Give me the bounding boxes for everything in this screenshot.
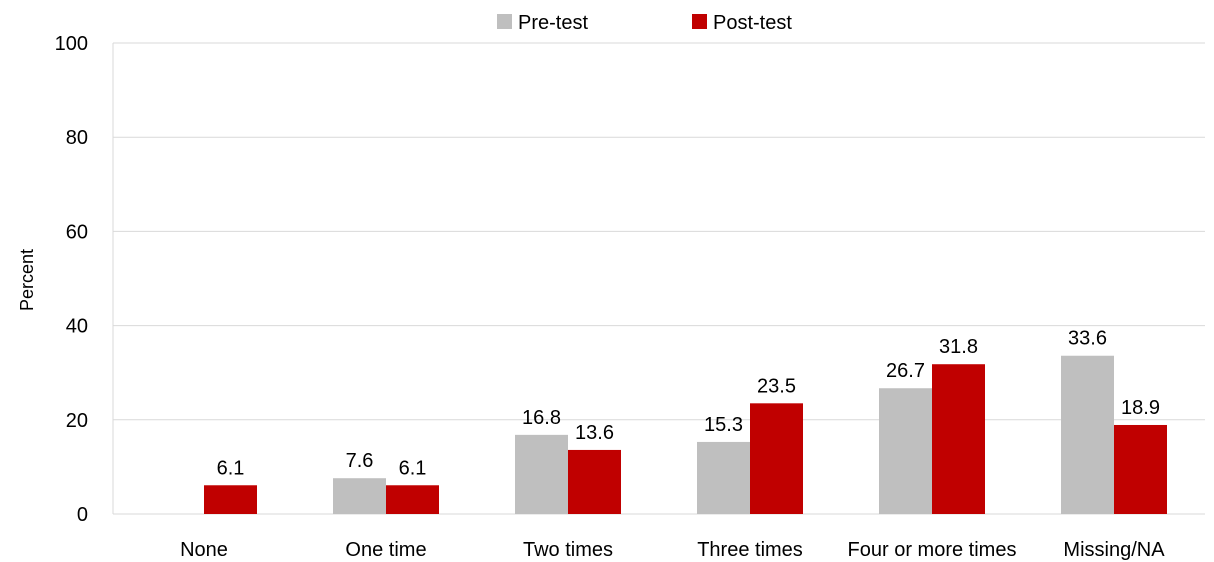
data-label: 6.1: [217, 457, 245, 479]
legend-label: Pre-test: [518, 12, 588, 34]
x-category-label: Two times: [523, 539, 613, 561]
bar-pre-test: [515, 434, 568, 514]
legend-swatch: [692, 14, 707, 29]
bar-post-test: [932, 364, 985, 514]
legend-swatch: [497, 14, 512, 29]
data-label: 16.8: [522, 407, 561, 429]
x-axis-categories: None One time Two times Three times Four or …: [180, 539, 1165, 561]
x-category-label: Four or more times: [848, 539, 1017, 561]
bar-pre-test: [1061, 355, 1114, 514]
y-axis-label: Percent: [17, 249, 37, 311]
x-category-label: One time: [345, 539, 426, 561]
bar-post-test: [1114, 424, 1167, 514]
data-label: 18.9: [1121, 397, 1160, 419]
bar-pre-test: [879, 388, 932, 514]
data-label: 23.5: [757, 375, 796, 397]
bar-post-test: [750, 403, 803, 514]
y-tick-label: 80: [66, 127, 88, 149]
data-label: 7.6: [346, 450, 374, 472]
data-label: 13.6: [575, 422, 614, 444]
bar-pre-test: [333, 478, 386, 514]
data-label: 31.8: [939, 336, 978, 358]
data-label: 6.1: [399, 457, 427, 479]
data-labels: 6.1 7.6 6.1 16.8 13.6 15.3 23.5 26.7 31.8 33.6 18.…: [217, 328, 1160, 480]
y-tick-label: 60: [66, 221, 88, 243]
gridlines: [112, 42, 1205, 515]
y-tick-label: 100: [55, 33, 88, 55]
data-label: 33.6: [1068, 328, 1107, 350]
legend: Pre-test Post-test: [497, 12, 792, 34]
y-axis-ticks: 0 20 40 60 80 100: [55, 33, 88, 526]
bar-post-test: [386, 485, 439, 514]
data-label: 15.3: [704, 414, 743, 436]
bars: [204, 355, 1167, 514]
y-tick-label: 20: [66, 410, 88, 432]
legend-label: Post-test: [713, 12, 792, 34]
y-tick-label: 0: [77, 504, 88, 526]
x-category-label: Three times: [697, 539, 803, 561]
x-category-label: None: [180, 539, 228, 561]
y-tick-label: 40: [66, 316, 88, 338]
bar-pre-test: [697, 441, 750, 514]
bar-post-test: [568, 449, 621, 514]
data-label: 26.7: [886, 360, 925, 382]
x-category-label: Missing/NA: [1063, 539, 1165, 561]
bar-post-test: [204, 485, 257, 514]
